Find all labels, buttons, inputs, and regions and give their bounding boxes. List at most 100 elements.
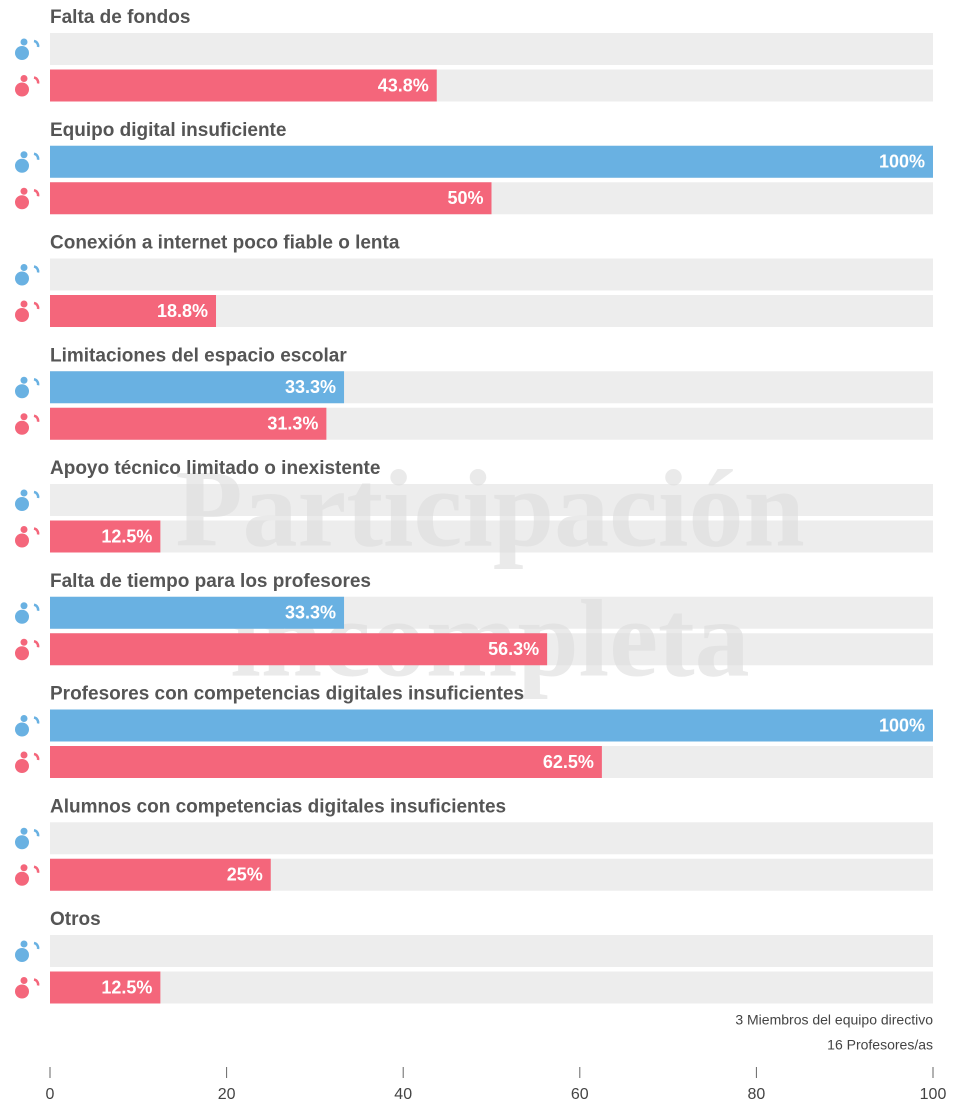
icon — [20, 75, 28, 82]
icon — [33, 265, 40, 273]
icon — [20, 413, 28, 421]
icon — [15, 384, 29, 399]
icon — [15, 646, 29, 661]
icon — [33, 978, 40, 986]
icon — [33, 527, 40, 535]
x-tick-label: 80 — [748, 1086, 766, 1103]
category-label: Alumnos con competencias digitales insuf… — [50, 796, 506, 817]
icon — [20, 864, 28, 872]
category-label: Apoyo técnico limitado o inexistente — [50, 458, 380, 479]
icon — [20, 940, 28, 948]
bar — [50, 145, 933, 178]
value-label: 31.3% — [267, 414, 318, 434]
icon — [33, 941, 40, 950]
x-tick-label: 0 — [46, 1086, 55, 1103]
icon — [15, 722, 29, 737]
icon — [33, 490, 40, 499]
value-label: 100% — [879, 715, 925, 735]
icon — [33, 640, 40, 648]
category-label: Equipo digital insuficiente — [50, 120, 286, 141]
icon — [15, 984, 29, 999]
bar-background — [50, 971, 933, 1004]
value-label: 62.5% — [543, 752, 594, 772]
icon — [20, 827, 28, 835]
icon — [33, 865, 40, 874]
bar-background — [50, 33, 933, 65]
category-label: Conexión a internet poco fiable o lenta — [50, 233, 400, 254]
x-tick-label: 20 — [218, 1086, 236, 1103]
bar-background — [50, 258, 933, 291]
bar — [50, 596, 345, 629]
value-label: 12.5% — [101, 526, 152, 546]
bar-background — [50, 484, 933, 516]
bar — [50, 295, 217, 327]
icon — [15, 46, 29, 60]
value-label: 25% — [227, 865, 263, 885]
value-label: 100% — [879, 152, 925, 172]
icon — [20, 376, 28, 384]
icon — [15, 609, 29, 624]
icon — [20, 264, 28, 271]
bar — [50, 371, 345, 404]
icon — [20, 38, 28, 46]
x-tick-label: 60 — [571, 1086, 589, 1103]
icon — [15, 420, 29, 435]
bar-background — [50, 935, 933, 967]
icon — [33, 378, 40, 386]
x-tick-label: 40 — [394, 1086, 412, 1103]
category-label: Falta de fondos — [50, 7, 190, 28]
icon — [15, 271, 29, 286]
bar-background — [50, 822, 933, 855]
icon — [33, 603, 40, 612]
value-label: 33.3% — [285, 377, 336, 397]
icon — [20, 602, 28, 610]
icon — [20, 715, 28, 722]
category-label: Otros — [50, 909, 101, 930]
value-label: 33.3% — [285, 603, 336, 623]
value-label: 18.8% — [157, 301, 208, 321]
icon — [15, 533, 29, 548]
category-label: Profesores con competencias digitales in… — [50, 684, 524, 705]
icon — [20, 151, 28, 159]
category-label: Limitaciones del espacio escolar — [50, 345, 347, 366]
icon — [33, 152, 40, 161]
value-label: 12.5% — [101, 977, 152, 997]
bar — [50, 633, 548, 666]
icon — [15, 308, 29, 322]
icon — [20, 638, 28, 646]
bar — [50, 407, 327, 440]
legend-entry: 3 Miembros del equipo directivo — [735, 1012, 933, 1028]
icon — [33, 829, 40, 837]
icon — [20, 526, 28, 533]
icon — [15, 948, 29, 962]
icon — [33, 716, 40, 724]
category-label: Falta de tiempo para los profesores — [50, 571, 371, 592]
icon — [20, 187, 28, 195]
icon — [20, 977, 28, 984]
value-label: 50% — [447, 188, 483, 208]
icon — [33, 752, 40, 761]
icon — [33, 39, 40, 48]
icon — [33, 414, 40, 423]
icon — [15, 497, 29, 511]
icon — [15, 82, 29, 97]
watermark: Participación — [175, 447, 804, 569]
bar — [50, 520, 161, 553]
x-tick-label: 100 — [920, 1086, 947, 1103]
icon — [15, 158, 29, 173]
icon — [15, 195, 29, 210]
bar — [50, 971, 161, 1004]
bar — [50, 709, 933, 742]
value-label: 56.3% — [488, 639, 539, 659]
bar — [50, 858, 271, 891]
icon — [15, 871, 29, 886]
icon — [33, 301, 40, 310]
icon — [15, 759, 29, 773]
icon — [20, 751, 28, 759]
icon — [33, 189, 40, 197]
bar-background — [50, 520, 933, 553]
bar — [50, 69, 437, 102]
icon — [20, 489, 28, 497]
icon — [20, 300, 28, 308]
